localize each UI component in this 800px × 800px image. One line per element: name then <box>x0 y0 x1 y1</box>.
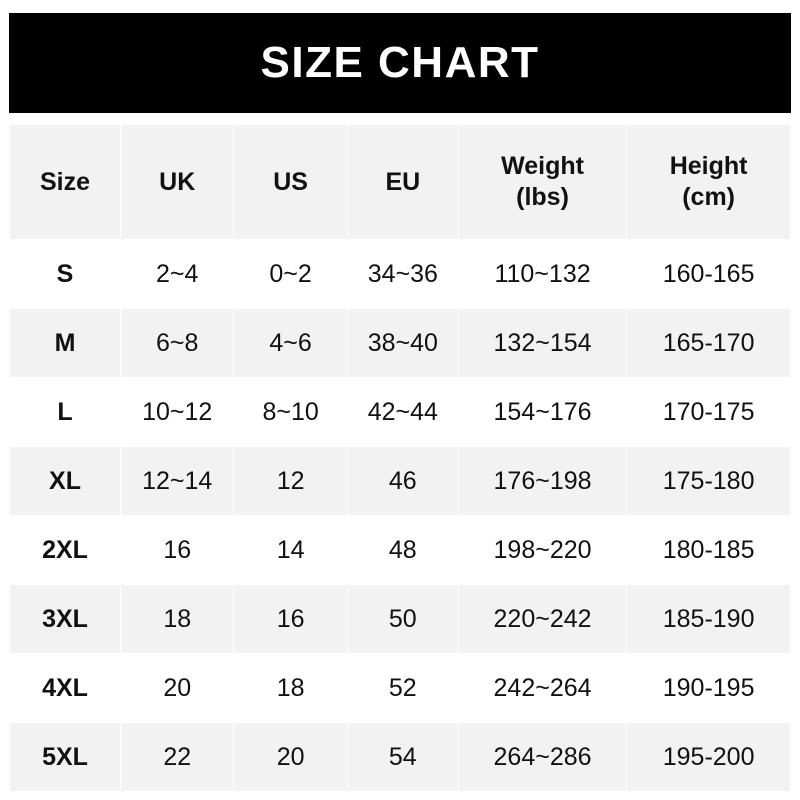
column-header-us: US <box>234 125 347 239</box>
cell-weight: 154~176 <box>458 378 627 446</box>
cell-uk: 20 <box>121 654 234 722</box>
column-header-height-line-1: Height <box>669 152 748 180</box>
cell-eu: 42~44 <box>347 378 458 446</box>
cell-eu: 48 <box>347 516 458 584</box>
cell-us: 0~2 <box>234 240 347 308</box>
cell-weight: 264~286 <box>458 723 627 791</box>
cell-us: 4~6 <box>234 309 347 377</box>
cell-uk: 16 <box>121 516 234 584</box>
title-banner: SIZE CHART <box>9 13 791 113</box>
cell-weight: 132~154 <box>458 309 627 377</box>
page-title: SIZE CHART <box>260 38 540 87</box>
cell-size: XL <box>10 447 121 515</box>
cell-weight: 176~198 <box>458 447 627 515</box>
column-header-height: Height (cm) <box>627 125 790 239</box>
cell-uk: 12~14 <box>121 447 234 515</box>
cell-eu: 38~40 <box>347 309 458 377</box>
cell-uk: 18 <box>121 585 234 653</box>
column-header-uk: UK <box>121 125 234 239</box>
cell-us: 12 <box>234 447 347 515</box>
cell-height: 180-185 <box>627 516 790 584</box>
cell-weight: 220~242 <box>458 585 627 653</box>
cell-uk: 2~4 <box>121 240 234 308</box>
cell-size: 3XL <box>10 585 121 653</box>
table-header: Size UK US EU Weight (lbs) Height (cm) <box>10 125 790 239</box>
table-body: S 2~4 0~2 34~36 110~132 160-165 M 6~8 4~… <box>10 240 790 791</box>
table-row: M 6~8 4~6 38~40 132~154 165-170 <box>10 309 790 377</box>
cell-size: 5XL <box>10 723 121 791</box>
column-header-size-line-1: Size <box>40 167 91 196</box>
cell-weight: 242~264 <box>458 654 627 722</box>
size-chart-table: Size UK US EU Weight (lbs) Height (cm) <box>9 124 791 792</box>
column-header-uk-line-1: UK <box>159 167 196 196</box>
column-header-weight: Weight (lbs) <box>458 125 627 239</box>
cell-uk: 22 <box>121 723 234 791</box>
column-header-us-line-1: US <box>273 167 308 196</box>
column-header-eu: EU <box>347 125 458 239</box>
cell-us: 18 <box>234 654 347 722</box>
cell-us: 20 <box>234 723 347 791</box>
table-row: 2XL 16 14 48 198~220 180-185 <box>10 516 790 584</box>
cell-uk: 10~12 <box>121 378 234 446</box>
table-row: 3XL 18 16 50 220~242 185-190 <box>10 585 790 653</box>
cell-uk: 6~8 <box>121 309 234 377</box>
cell-size: 4XL <box>10 654 121 722</box>
cell-height: 170-175 <box>627 378 790 446</box>
cell-size: S <box>10 240 121 308</box>
cell-weight: 198~220 <box>458 516 627 584</box>
cell-eu: 34~36 <box>347 240 458 308</box>
cell-size: L <box>10 378 121 446</box>
cell-height: 175-180 <box>627 447 790 515</box>
table-row: 4XL 20 18 52 242~264 190-195 <box>10 654 790 722</box>
table-row: XL 12~14 12 46 176~198 175-180 <box>10 447 790 515</box>
cell-height: 195-200 <box>627 723 790 791</box>
table-header-row: Size UK US EU Weight (lbs) Height (cm) <box>10 125 790 239</box>
table-row: L 10~12 8~10 42~44 154~176 170-175 <box>10 378 790 446</box>
cell-height: 160-165 <box>627 240 790 308</box>
cell-weight: 110~132 <box>458 240 627 308</box>
cell-eu: 52 <box>347 654 458 722</box>
column-header-weight-line-2: (lbs) <box>516 183 569 211</box>
cell-size: 2XL <box>10 516 121 584</box>
cell-eu: 50 <box>347 585 458 653</box>
cell-height: 185-190 <box>627 585 790 653</box>
cell-height: 165-170 <box>627 309 790 377</box>
cell-us: 16 <box>234 585 347 653</box>
cell-eu: 46 <box>347 447 458 515</box>
cell-size: M <box>10 309 121 377</box>
column-header-eu-line-1: EU <box>385 167 421 196</box>
cell-height: 190-195 <box>627 654 790 722</box>
column-header-size: Size <box>10 125 121 239</box>
table-row: S 2~4 0~2 34~36 110~132 160-165 <box>10 240 790 308</box>
cell-us: 8~10 <box>234 378 347 446</box>
column-header-weight-line-1: Weight <box>501 152 584 180</box>
cell-eu: 54 <box>347 723 458 791</box>
table-row: 5XL 22 20 54 264~286 195-200 <box>10 723 790 791</box>
column-header-height-line-2: (cm) <box>682 183 736 211</box>
cell-us: 14 <box>234 516 347 584</box>
